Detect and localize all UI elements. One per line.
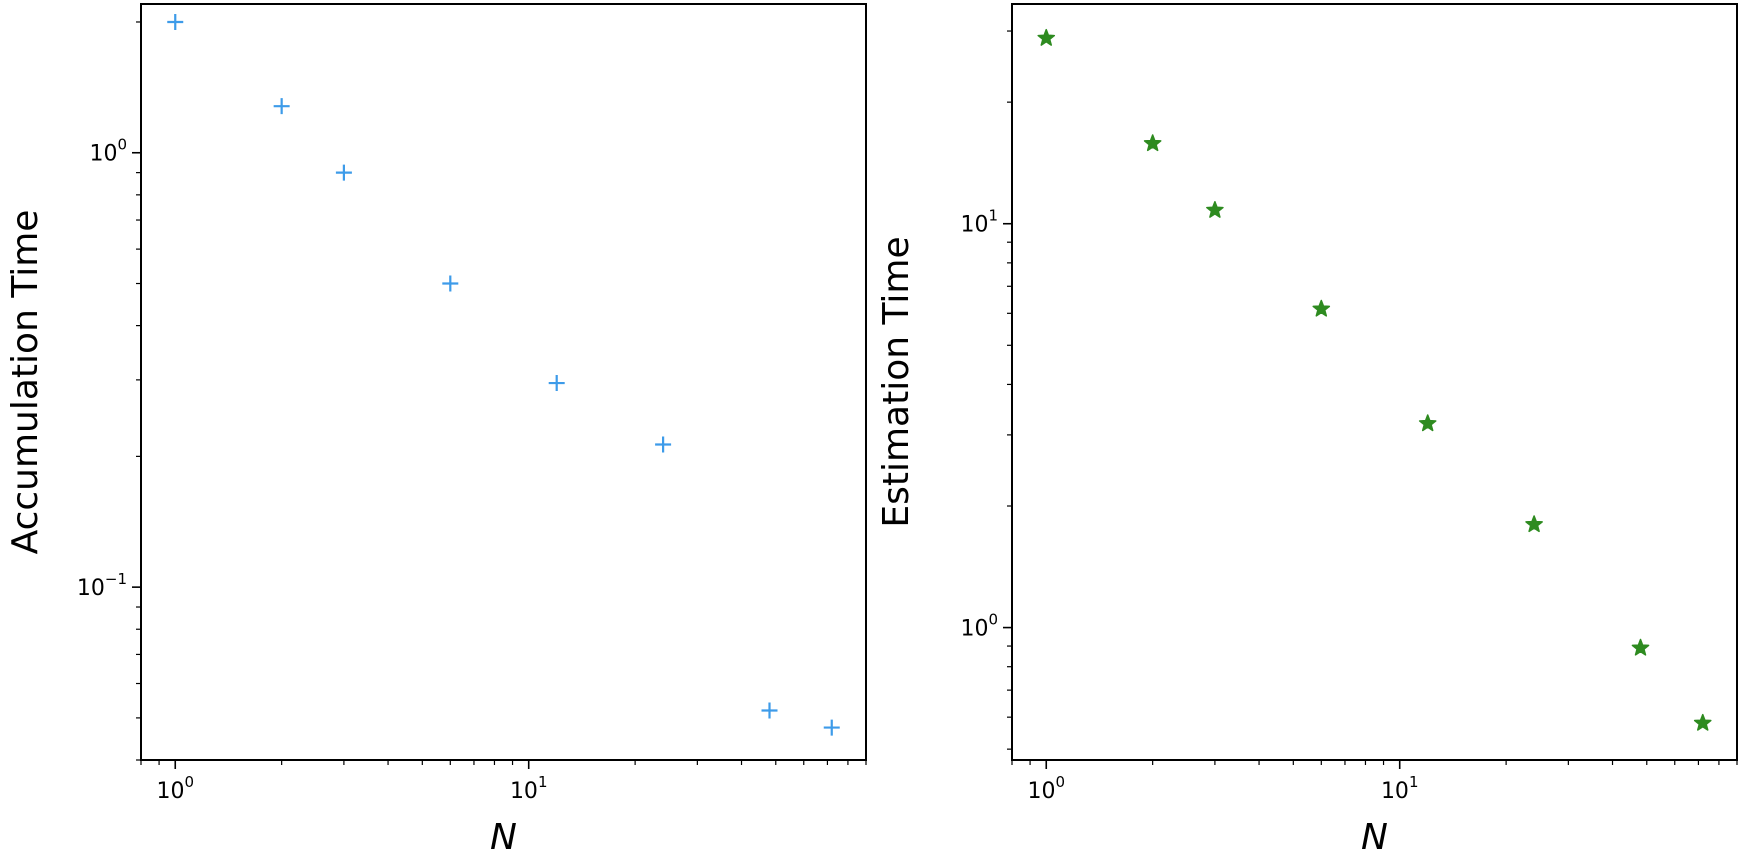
accumulation-time-chart: 100 101 10−1 100 N Accumulation Time [5,3,867,858]
est-y-tick-label: 100 [960,611,998,642]
acc-x-tick-label: 101 [510,773,548,804]
acc-data-point [548,375,565,392]
acc-data-point [823,719,840,736]
est-data-point [1143,134,1162,152]
acc-x-axis-label: N [490,817,517,858]
est-x-tick-label: 101 [1381,773,1419,804]
est-data-point [1631,638,1650,656]
acc-y-axis-label: Accumulation Time [5,210,46,555]
acc-data-point [442,275,459,292]
est-data-point [1693,713,1712,731]
acc-y-tick-label: 100 [89,136,127,167]
acc-x-tick-label: 100 [156,773,194,804]
acc-data-point [273,98,290,115]
est-x-axis-label: N [1361,817,1388,858]
est-x-tick-label: 100 [1027,773,1065,804]
acc-y-tick-label: 10−1 [77,570,127,601]
estimation-time-chart: 100 101 100 101 N Estimation Time [876,3,1738,858]
est-data-point [1037,28,1056,46]
est-data-point [1525,515,1543,533]
acc-axes-frame [140,3,867,761]
est-axes-frame [1011,3,1738,761]
est-data-point [1418,414,1437,432]
acc-data-point [335,164,352,181]
acc-data-point [761,702,778,719]
est-y-axis-label: Estimation Time [876,236,917,527]
est-data-point [1312,299,1331,317]
est-data-point [1206,200,1224,218]
acc-data-point [655,436,672,453]
acc-data-point [167,13,184,30]
est-y-tick-label: 101 [960,207,998,238]
